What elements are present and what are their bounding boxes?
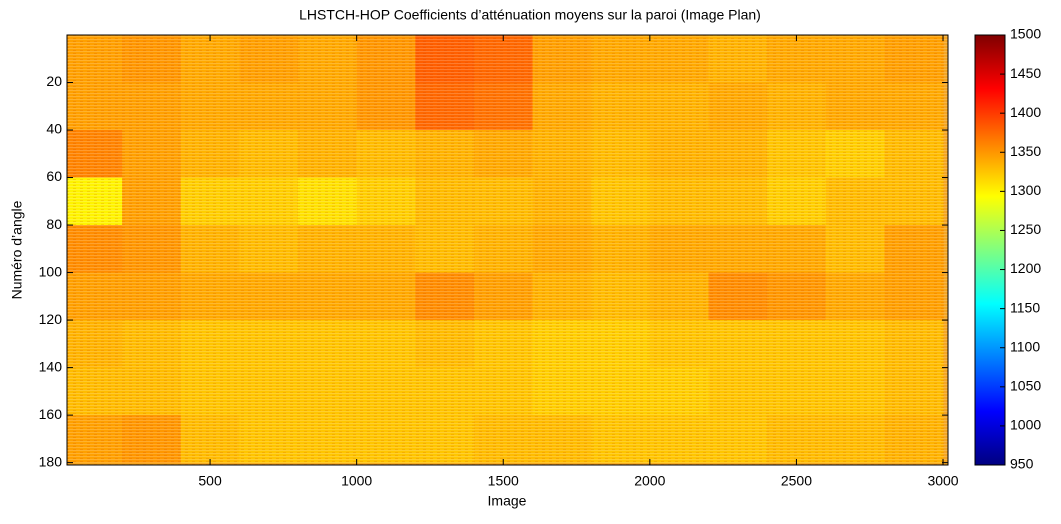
x-tick-label: 1500	[488, 473, 519, 489]
y-tick-label: 140	[39, 358, 63, 374]
colorbar-tick-label: 1450	[1010, 65, 1041, 81]
colorbar-tick-label: 1200	[1010, 260, 1041, 276]
colorbar-tick-label: 1400	[1010, 104, 1041, 120]
y-tick-label: 20	[46, 73, 62, 89]
colorbar	[974, 34, 1006, 466]
x-tick-label: 3000	[927, 473, 958, 489]
y-tick-label: 60	[46, 168, 62, 184]
colorbar-tick-label: 1100	[1010, 338, 1040, 354]
x-tick-label: 2500	[781, 473, 812, 489]
y-tick-label: 40	[46, 121, 62, 137]
chart-title: LHSTCH-HOP Coefficients d’atténuation mo…	[299, 7, 761, 23]
colorbar-tick-label: 950	[1010, 456, 1034, 472]
x-tick-label: 1000	[341, 473, 372, 489]
colorbar-tick-label: 1500	[1010, 26, 1041, 42]
colorbar-tick-label: 1000	[1010, 417, 1041, 433]
x-axis-label: Image	[488, 493, 527, 509]
colorbar-tick-label: 1250	[1010, 221, 1041, 237]
x-tick-label: 500	[198, 473, 222, 489]
plot-frame	[66, 34, 949, 466]
y-tick-label: 120	[39, 311, 63, 327]
colorbar-tick-label: 1050	[1010, 378, 1041, 394]
colorbar-tick-label: 1300	[1010, 182, 1041, 198]
y-tick-label: 80	[46, 216, 62, 232]
y-tick-label: 160	[39, 406, 63, 422]
colorbar-tick-label: 1350	[1010, 143, 1041, 159]
y-tick-label: 180	[39, 453, 63, 469]
colorbar-tick-label: 1150	[1010, 299, 1040, 315]
y-tick-label: 100	[39, 263, 63, 279]
x-tick-label: 2000	[634, 473, 665, 489]
y-axis-label: Numéro d’angle	[9, 200, 25, 299]
texture	[67, 35, 948, 465]
